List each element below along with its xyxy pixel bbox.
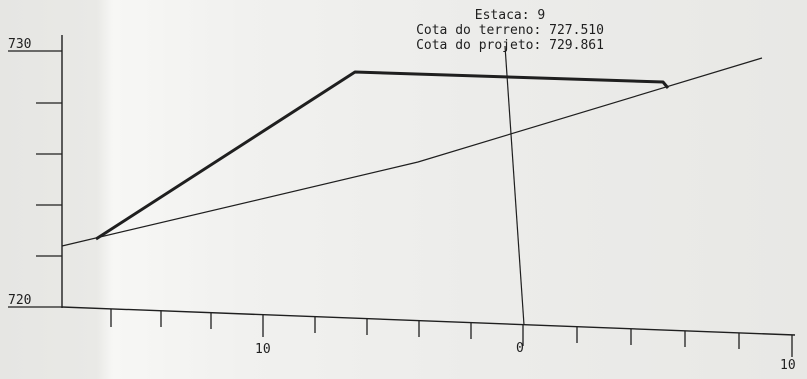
- y-axis-ticks: [8, 50, 62, 308]
- ground-elevation-label: Cota do terreno: 727.510: [416, 23, 604, 38]
- station-centerline: [504, 45, 525, 326]
- x-axis-line: [61, 306, 796, 336]
- station-label: Estaca: 9: [474, 8, 546, 23]
- x-axis-label-center: 0: [516, 341, 524, 356]
- y-axis-bottom-label: 720: [8, 293, 32, 308]
- design-section-line: [95, 70, 670, 241]
- design-elevation-label: Cota do projeto: 729.861: [416, 38, 604, 53]
- x-axis-label-left: 10: [255, 342, 271, 357]
- x-axis-ticks: [110, 309, 793, 357]
- terrain-profile-line: [61, 57, 763, 247]
- x-axis-label-right: 10: [780, 358, 796, 373]
- y-axis-top-label: 730: [8, 37, 32, 52]
